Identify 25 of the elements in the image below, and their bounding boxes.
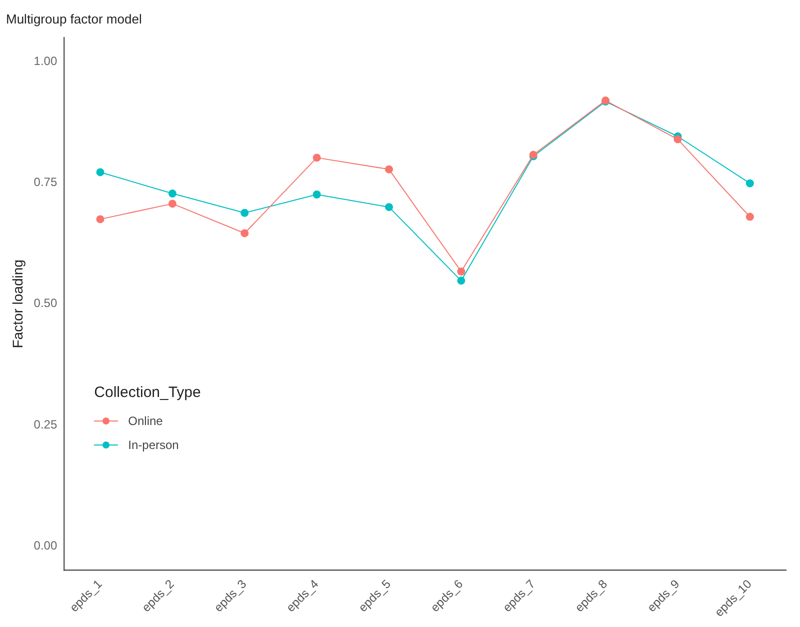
y-tick-label: 1.00 (34, 54, 58, 68)
chart-title: Multigroup factor model (6, 11, 142, 26)
point (168, 200, 176, 208)
point (312, 154, 321, 162)
point (240, 208, 249, 217)
point (457, 267, 466, 276)
legend-label: In-person (128, 438, 179, 452)
point (312, 190, 321, 198)
y-tick-label: 0.75 (34, 175, 58, 190)
point (674, 135, 682, 144)
point (384, 165, 393, 174)
point (168, 190, 176, 198)
point (457, 276, 466, 285)
y-tick-label: 0.50 (34, 296, 58, 310)
y-axis-title: Factor loading (9, 260, 26, 348)
legend-title: Collection_Type (94, 384, 201, 401)
legend-label: Online (128, 414, 163, 428)
point (96, 168, 104, 176)
y-tick-label: 0.25 (34, 417, 58, 432)
point (384, 203, 393, 212)
y-tick-label: 0.00 (34, 538, 58, 552)
point (96, 215, 104, 224)
point (746, 212, 754, 221)
point (240, 229, 249, 238)
point (746, 179, 754, 188)
